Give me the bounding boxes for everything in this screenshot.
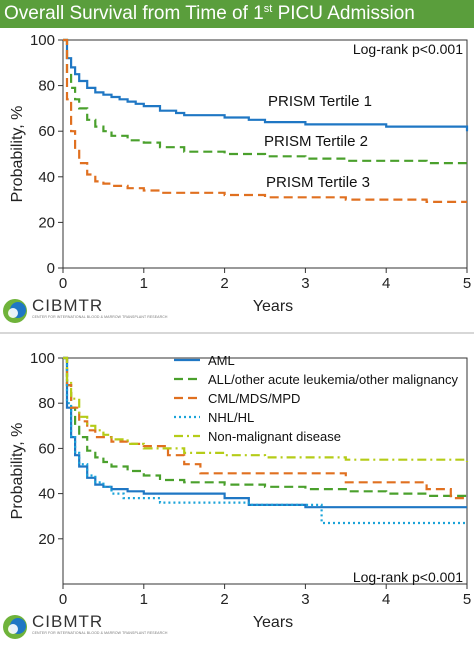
title-superscript: st [263,3,273,15]
chart-svg-disease: 0 1 2 3 4 5 20 40 60 80 100 Years Probability, % Log-… [9,350,471,631]
x-tick-label: 5 [463,275,471,292]
x-tick-label: 1 [140,275,148,292]
x-tick-label: 0 [59,591,67,608]
x-tick-label: 2 [220,275,228,292]
y-tick-label: 100 [30,32,55,49]
logo-subtitle: CENTER FOR INTERNATIONAL BLOOD & MARROW … [32,315,168,319]
y-tick-label: 100 [30,350,55,367]
log-rank-annotation: Log-rank p<0.001 [353,569,463,585]
x-tick-label: 2 [220,591,228,608]
x-tick-label: 3 [301,275,309,292]
y-tick-label: 80 [38,395,55,412]
legend-label-1: AML [208,353,235,368]
y-tick-label: 80 [38,78,55,95]
series-label-3: PRISM Tertile 3 [266,174,370,191]
logo-subtitle-2: CENTER FOR INTERNATIONAL BLOOD & MARROW … [32,631,168,635]
series-line-4 [63,356,467,525]
series-line-2 [63,38,467,165]
cibmtr-logo-mark-icon-2 [3,615,27,639]
legend-label-5: Non-malignant disease [208,429,341,444]
y-tick-label: 20 [38,531,55,548]
plot-frame [62,357,468,585]
x-tick-label: 3 [301,591,309,608]
x-tick-label: 5 [463,591,471,608]
y-tick-label: 60 [38,440,55,457]
log-rank-annotation: Log-rank p<0.001 [353,41,463,57]
series-line-3 [63,356,467,500]
legend-label-4: NHL/HL [208,410,254,425]
series-label-2: PRISM Tertile 2 [264,133,368,150]
y-axis-label: Probability, % [9,106,26,203]
series-line-2 [63,356,467,497]
y-axis-label: Probability, % [9,423,26,520]
series-line-5 [63,356,469,462]
logo-name: CIBMTR [32,296,104,315]
legend-label-3: CML/MDS/MPD [208,391,300,406]
x-tick-label: 4 [382,275,390,292]
x-axis-label: Years [253,614,293,631]
figure-title: Overall Survival from Time of 1st PICU A… [0,0,474,28]
title-rest: PICU Admission [272,3,415,24]
survival-chart-prism: 0 1 2 3 4 5 0 20 40 60 80 100 Years Probability, % Log… [0,30,474,332]
survival-chart-disease: 0 1 2 3 4 5 20 40 60 80 100 Years Probability, % Log-… [0,342,474,644]
series-line-3 [63,38,467,203]
y-tick-label: 20 [38,214,55,231]
chart-svg-prism: 0 1 2 3 4 5 0 20 40 60 80 100 Years Probability, % Log… [9,32,471,315]
title-main: Overall Survival from Time of 1 [4,3,264,24]
y-tick-label: 40 [38,486,55,503]
y-tick-label: 60 [38,123,55,140]
legend-label-2: ALL/other acute leukemia/other malignanc… [208,372,459,387]
cibmtr-logo-2: CIBMTR CENTER FOR INTERNATIONAL BLOOD & … [2,612,167,644]
cibmtr-logo: CIBMTR CENTER FOR INTERNATIONAL BLOOD & … [2,296,167,328]
y-tick-label: 40 [38,169,55,186]
y-tick-label: 0 [47,260,55,277]
series-line-1 [63,38,469,132]
series-label-1: PRISM Tertile 1 [268,93,372,110]
cibmtr-logo-mark-icon [3,299,27,323]
logo-name-2: CIBMTR [32,612,104,631]
panel-divider [0,332,474,334]
x-tick-label: 4 [382,591,390,608]
x-tick-label: 1 [140,591,148,608]
x-tick-label: 0 [59,275,67,292]
x-axis-label: Years [253,298,293,315]
